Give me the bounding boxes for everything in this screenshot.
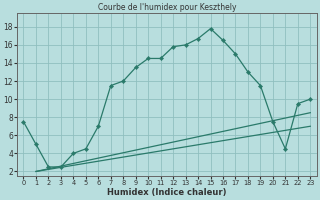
X-axis label: Humidex (Indice chaleur): Humidex (Indice chaleur)	[107, 188, 227, 197]
Title: Courbe de l'humidex pour Keszthely: Courbe de l'humidex pour Keszthely	[98, 3, 236, 12]
